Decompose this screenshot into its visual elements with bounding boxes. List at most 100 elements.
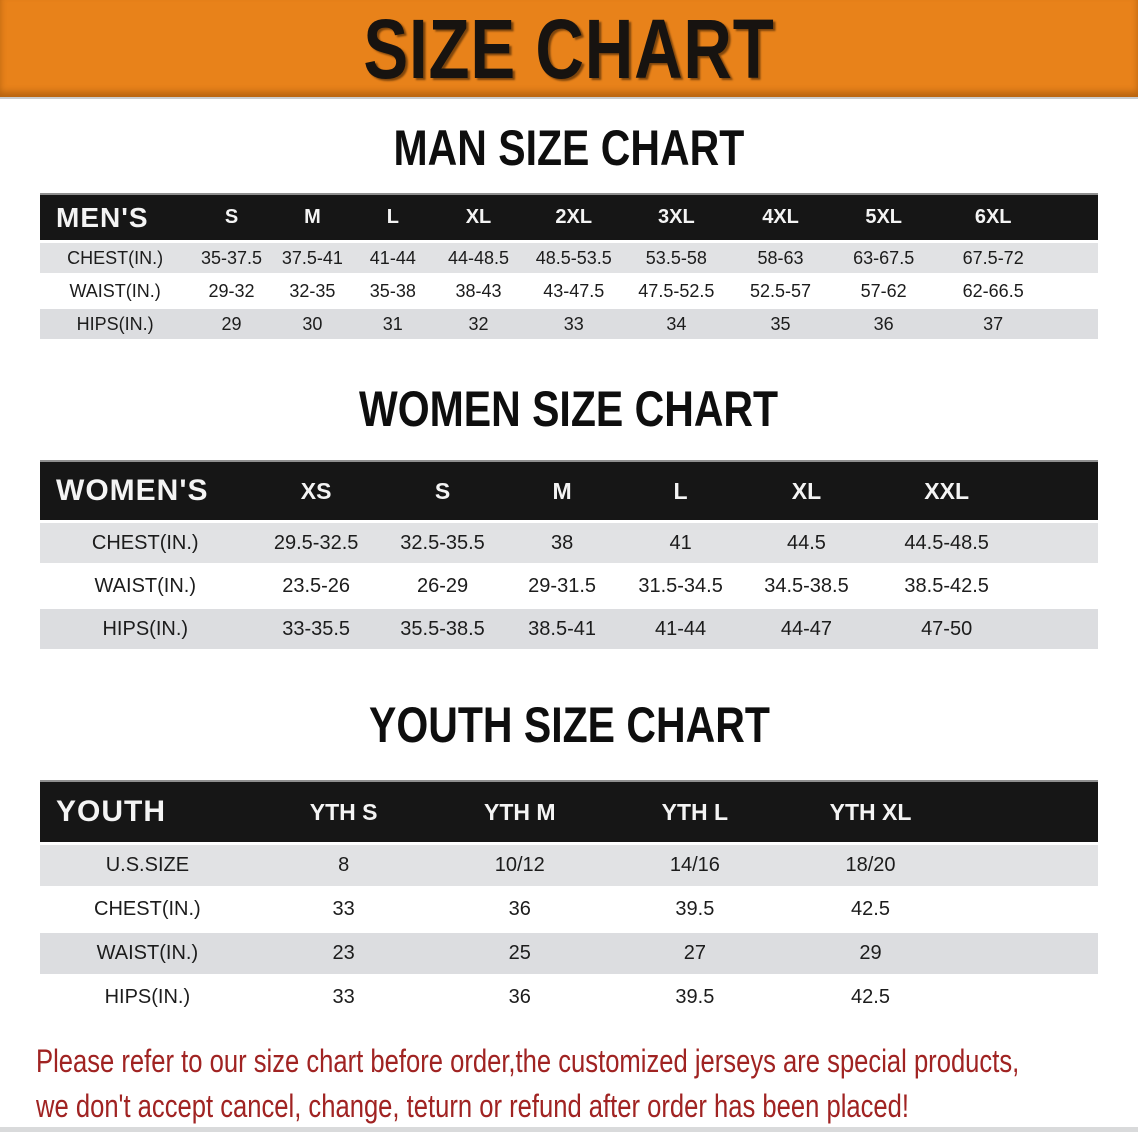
table-header-row: MEN'S S M L XL 2XL 3XL 4XL 5XL 6XL: [40, 195, 1098, 243]
size-column-header: XL: [740, 462, 873, 523]
size-column-header: YTH L: [607, 782, 783, 845]
filler-cell: [1020, 609, 1098, 652]
value-cell: 36: [432, 889, 608, 933]
men-size-table: MEN'S S M L XL 2XL 3XL 4XL 5XL 6XL CHEST(IN.) 35-37…: [40, 193, 1098, 342]
size-column-header: 3XL: [623, 195, 729, 243]
value-cell: 41-44: [352, 243, 434, 276]
size-column-header: S: [190, 195, 273, 243]
table-row: WAIST(IN.) 29-32 32-35 35-38 38-43 43-47.5 47.…: [40, 276, 1098, 309]
men-section-heading: MAN SIZE CHART: [0, 123, 1138, 173]
value-cell: 33: [254, 889, 433, 933]
table-row: WAIST(IN.) 23 25 27 29: [40, 933, 1098, 977]
value-cell: 52.5-57: [728, 276, 833, 309]
size-column-header: L: [620, 462, 741, 523]
value-cell: 33-35.5: [250, 609, 382, 652]
row-label: U.S.SIZE: [40, 845, 255, 889]
value-cell: 39.5: [607, 977, 783, 1021]
filler-cell: [958, 933, 1098, 977]
value-cell: 30: [272, 309, 353, 342]
youth-size-table: YOUTH YTH S YTH M YTH L YTH XL U.S.SIZE 8 10/12…: [40, 780, 1098, 1021]
size-column-header: YTH M: [432, 782, 608, 845]
value-cell: 42.5: [782, 977, 959, 1021]
value-cell: 42.5: [782, 889, 959, 933]
bottom-edge-strip: [0, 1127, 1138, 1132]
value-cell: 53.5-58: [623, 243, 729, 276]
row-label: CHEST(IN.): [40, 243, 191, 276]
table-header-label: WOMEN'S: [40, 462, 251, 523]
value-cell: 23: [254, 933, 433, 977]
value-cell: 36: [432, 977, 608, 1021]
value-cell: 62-66.5: [935, 276, 1052, 309]
value-cell: 47-50: [872, 609, 1021, 652]
size-column-header: 2XL: [523, 195, 624, 243]
size-column-header: 5XL: [832, 195, 935, 243]
value-cell: 33: [254, 977, 433, 1021]
table-header-row: WOMEN'S XS S M L XL XXL: [40, 462, 1098, 523]
size-column-header: S: [381, 462, 504, 523]
value-cell: 29-31.5: [503, 566, 621, 609]
filler-cell: [1051, 276, 1098, 309]
value-cell: 34: [623, 309, 729, 342]
table-header-row: YOUTH YTH S YTH M YTH L YTH XL: [40, 782, 1098, 845]
row-label: HIPS(IN.): [40, 309, 191, 342]
size-column-header: 4XL: [728, 195, 833, 243]
row-label: WAIST(IN.): [40, 276, 191, 309]
value-cell: 44-47: [740, 609, 873, 652]
value-cell: 10/12: [432, 845, 608, 889]
size-column-header: M: [272, 195, 353, 243]
filler-cell: [958, 782, 1098, 845]
footer-line-2: we don't accept cancel, change, teturn o…: [36, 1087, 909, 1124]
value-cell: 36: [832, 309, 935, 342]
value-cell: 31.5-34.5: [620, 566, 741, 609]
filler-cell: [1020, 462, 1098, 523]
filler-cell: [1051, 309, 1098, 342]
table-row: CHEST(IN.) 35-37.5 37.5-41 41-44 44-48.5 48.5…: [40, 243, 1098, 276]
table-row: HIPS(IN.) 33-35.5 35.5-38.5 38.5-41 41-44 44-…: [40, 609, 1098, 652]
size-column-header: XS: [250, 462, 382, 523]
value-cell: 35-38: [352, 276, 434, 309]
value-cell: 25: [432, 933, 608, 977]
value-cell: 34.5-38.5: [740, 566, 873, 609]
value-cell: 37: [935, 309, 1052, 342]
value-cell: 58-63: [728, 243, 833, 276]
value-cell: 32: [433, 309, 524, 342]
value-cell: 32.5-35.5: [381, 523, 504, 566]
value-cell: 31: [352, 309, 434, 342]
table-header-label: MEN'S: [40, 195, 191, 243]
value-cell: 48.5-53.5: [523, 243, 624, 276]
value-cell: 35.5-38.5: [381, 609, 504, 652]
row-label: HIPS(IN.): [40, 977, 255, 1021]
women-section-heading-text: WOMEN SIZE CHART: [359, 381, 779, 437]
table-row: CHEST(IN.) 29.5-32.5 32.5-35.5 38 41 44.5 44.5…: [40, 523, 1098, 566]
size-column-header: XL: [433, 195, 524, 243]
row-label: CHEST(IN.): [40, 523, 251, 566]
size-column-header: M: [503, 462, 621, 523]
value-cell: 44-48.5: [433, 243, 524, 276]
filler-cell: [1051, 195, 1098, 243]
row-label: WAIST(IN.): [40, 566, 251, 609]
table-row: HIPS(IN.) 29 30 31 32 33 34 35 36 37: [40, 309, 1098, 342]
value-cell: 41-44: [620, 609, 741, 652]
value-cell: 67.5-72: [935, 243, 1052, 276]
value-cell: 38.5-41: [503, 609, 621, 652]
value-cell: 27: [607, 933, 783, 977]
size-column-header: YTH S: [254, 782, 433, 845]
value-cell: 32-35: [272, 276, 353, 309]
filler-cell: [958, 977, 1098, 1021]
value-cell: 35-37.5: [190, 243, 273, 276]
row-label: HIPS(IN.): [40, 609, 251, 652]
filler-cell: [958, 845, 1098, 889]
value-cell: 37.5-41: [272, 243, 353, 276]
women-size-table: WOMEN'S XS S M L XL XXL CHEST(IN.) 29.5-32.5 32.5…: [40, 460, 1098, 652]
men-section-heading-text: MAN SIZE CHART: [393, 120, 745, 176]
women-section-heading: WOMEN SIZE CHART: [0, 384, 1138, 434]
value-cell: 29: [782, 933, 959, 977]
banner-title: SIZE CHART: [363, 1, 775, 96]
filler-cell: [1051, 243, 1098, 276]
size-column-header: L: [352, 195, 434, 243]
value-cell: 35: [728, 309, 833, 342]
footer-line-1: Please refer to our size chart before or…: [36, 1043, 1020, 1079]
value-cell: 63-67.5: [832, 243, 935, 276]
footer-note: Please refer to our size chart before or…: [0, 1039, 1138, 1129]
